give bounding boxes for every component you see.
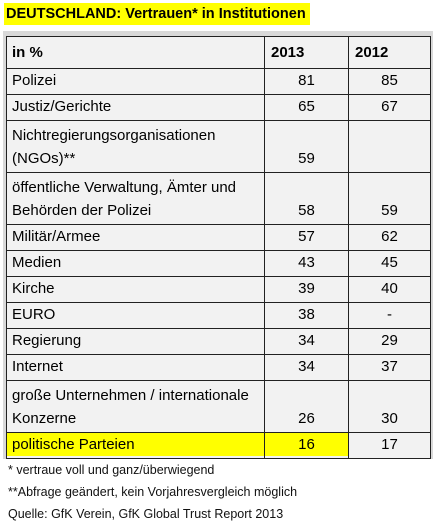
value-2013: 34	[264, 354, 349, 381]
row-label: Justiz/Gerichte	[6, 94, 265, 121]
footnotes: * vertraue voll und ganz/überwiegend **A…	[8, 459, 297, 525]
header-2013: 2013	[264, 36, 349, 69]
table-row: Nichtregierungsorganisationen (NGOs)** 5…	[6, 120, 431, 173]
value-2012: 17	[348, 432, 431, 459]
row-label: Internet	[6, 354, 265, 381]
table-row: Medien 43 45	[6, 250, 431, 277]
value-2013: 43	[264, 250, 349, 277]
row-label: Kirche	[6, 276, 265, 303]
table-row: Internet 34 37	[6, 354, 431, 381]
value-2012: -	[348, 302, 431, 329]
table-row-highlighted: politische Parteien 16 17	[6, 432, 431, 459]
value-2012	[348, 120, 431, 173]
value-2013: 81	[264, 68, 349, 95]
value-2012: 59	[348, 172, 431, 225]
value-2013: 65	[264, 94, 349, 121]
page-title: DEUTSCHLAND: Vertrauen* in Institutionen	[4, 3, 310, 25]
header-unit: in %	[6, 36, 265, 69]
value-2013: 34	[264, 328, 349, 355]
footnote-ngo: **Abfrage geändert, kein Vorjahresvergle…	[8, 485, 298, 499]
value-2013: 38	[264, 302, 349, 329]
source-note: Quelle: GfK Verein, GfK Global Trust Rep…	[8, 507, 284, 521]
value-2012: 40	[348, 276, 431, 303]
row-label: große Unternehmen / internationale Konze…	[6, 380, 265, 433]
table-header-row: in % 2013 2012	[6, 36, 431, 69]
value-2013: 57	[264, 224, 349, 251]
row-label: öffentliche Verwaltung, Ämter und Behörd…	[6, 172, 265, 225]
table-row: öffentliche Verwaltung, Ämter und Behörd…	[6, 172, 431, 225]
row-label: EURO	[6, 302, 265, 329]
value-2013: 16	[264, 432, 349, 459]
footnote-trust: * vertraue voll und ganz/überwiegend	[8, 463, 215, 477]
row-label: Medien	[6, 250, 265, 277]
table-row: große Unternehmen / internationale Konze…	[6, 380, 431, 433]
row-label: Regierung	[6, 328, 265, 355]
row-label: Militär/Armee	[6, 224, 265, 251]
value-2013: 59	[264, 120, 349, 173]
header-2012: 2012	[348, 36, 431, 69]
trust-table: in % 2013 2012 Polizei 81 85 Justiz/Geri…	[6, 36, 431, 459]
row-label: politische Parteien	[6, 432, 265, 459]
value-2012: 85	[348, 68, 431, 95]
value-2013: 26	[264, 380, 349, 433]
table-row: Militär/Armee 57 62	[6, 224, 431, 251]
table-row: EURO 38 -	[6, 302, 431, 329]
value-2012: 62	[348, 224, 431, 251]
row-label: Polizei	[6, 68, 265, 95]
table-row: Justiz/Gerichte 65 67	[6, 94, 431, 121]
row-label: Nichtregierungsorganisationen (NGOs)**	[6, 120, 265, 173]
value-2013: 58	[264, 172, 349, 225]
value-2012: 45	[348, 250, 431, 277]
highlight-label: politische Parteien	[7, 433, 264, 456]
table-row: Regierung 34 29	[6, 328, 431, 355]
table-row: Kirche 39 40	[6, 276, 431, 303]
value-2012: 67	[348, 94, 431, 121]
value-2013: 39	[264, 276, 349, 303]
value-2012: 29	[348, 328, 431, 355]
highlight-value: 16	[265, 433, 348, 456]
value-2012: 30	[348, 380, 431, 433]
value-2012: 37	[348, 354, 431, 381]
table-row: Polizei 81 85	[6, 68, 431, 95]
